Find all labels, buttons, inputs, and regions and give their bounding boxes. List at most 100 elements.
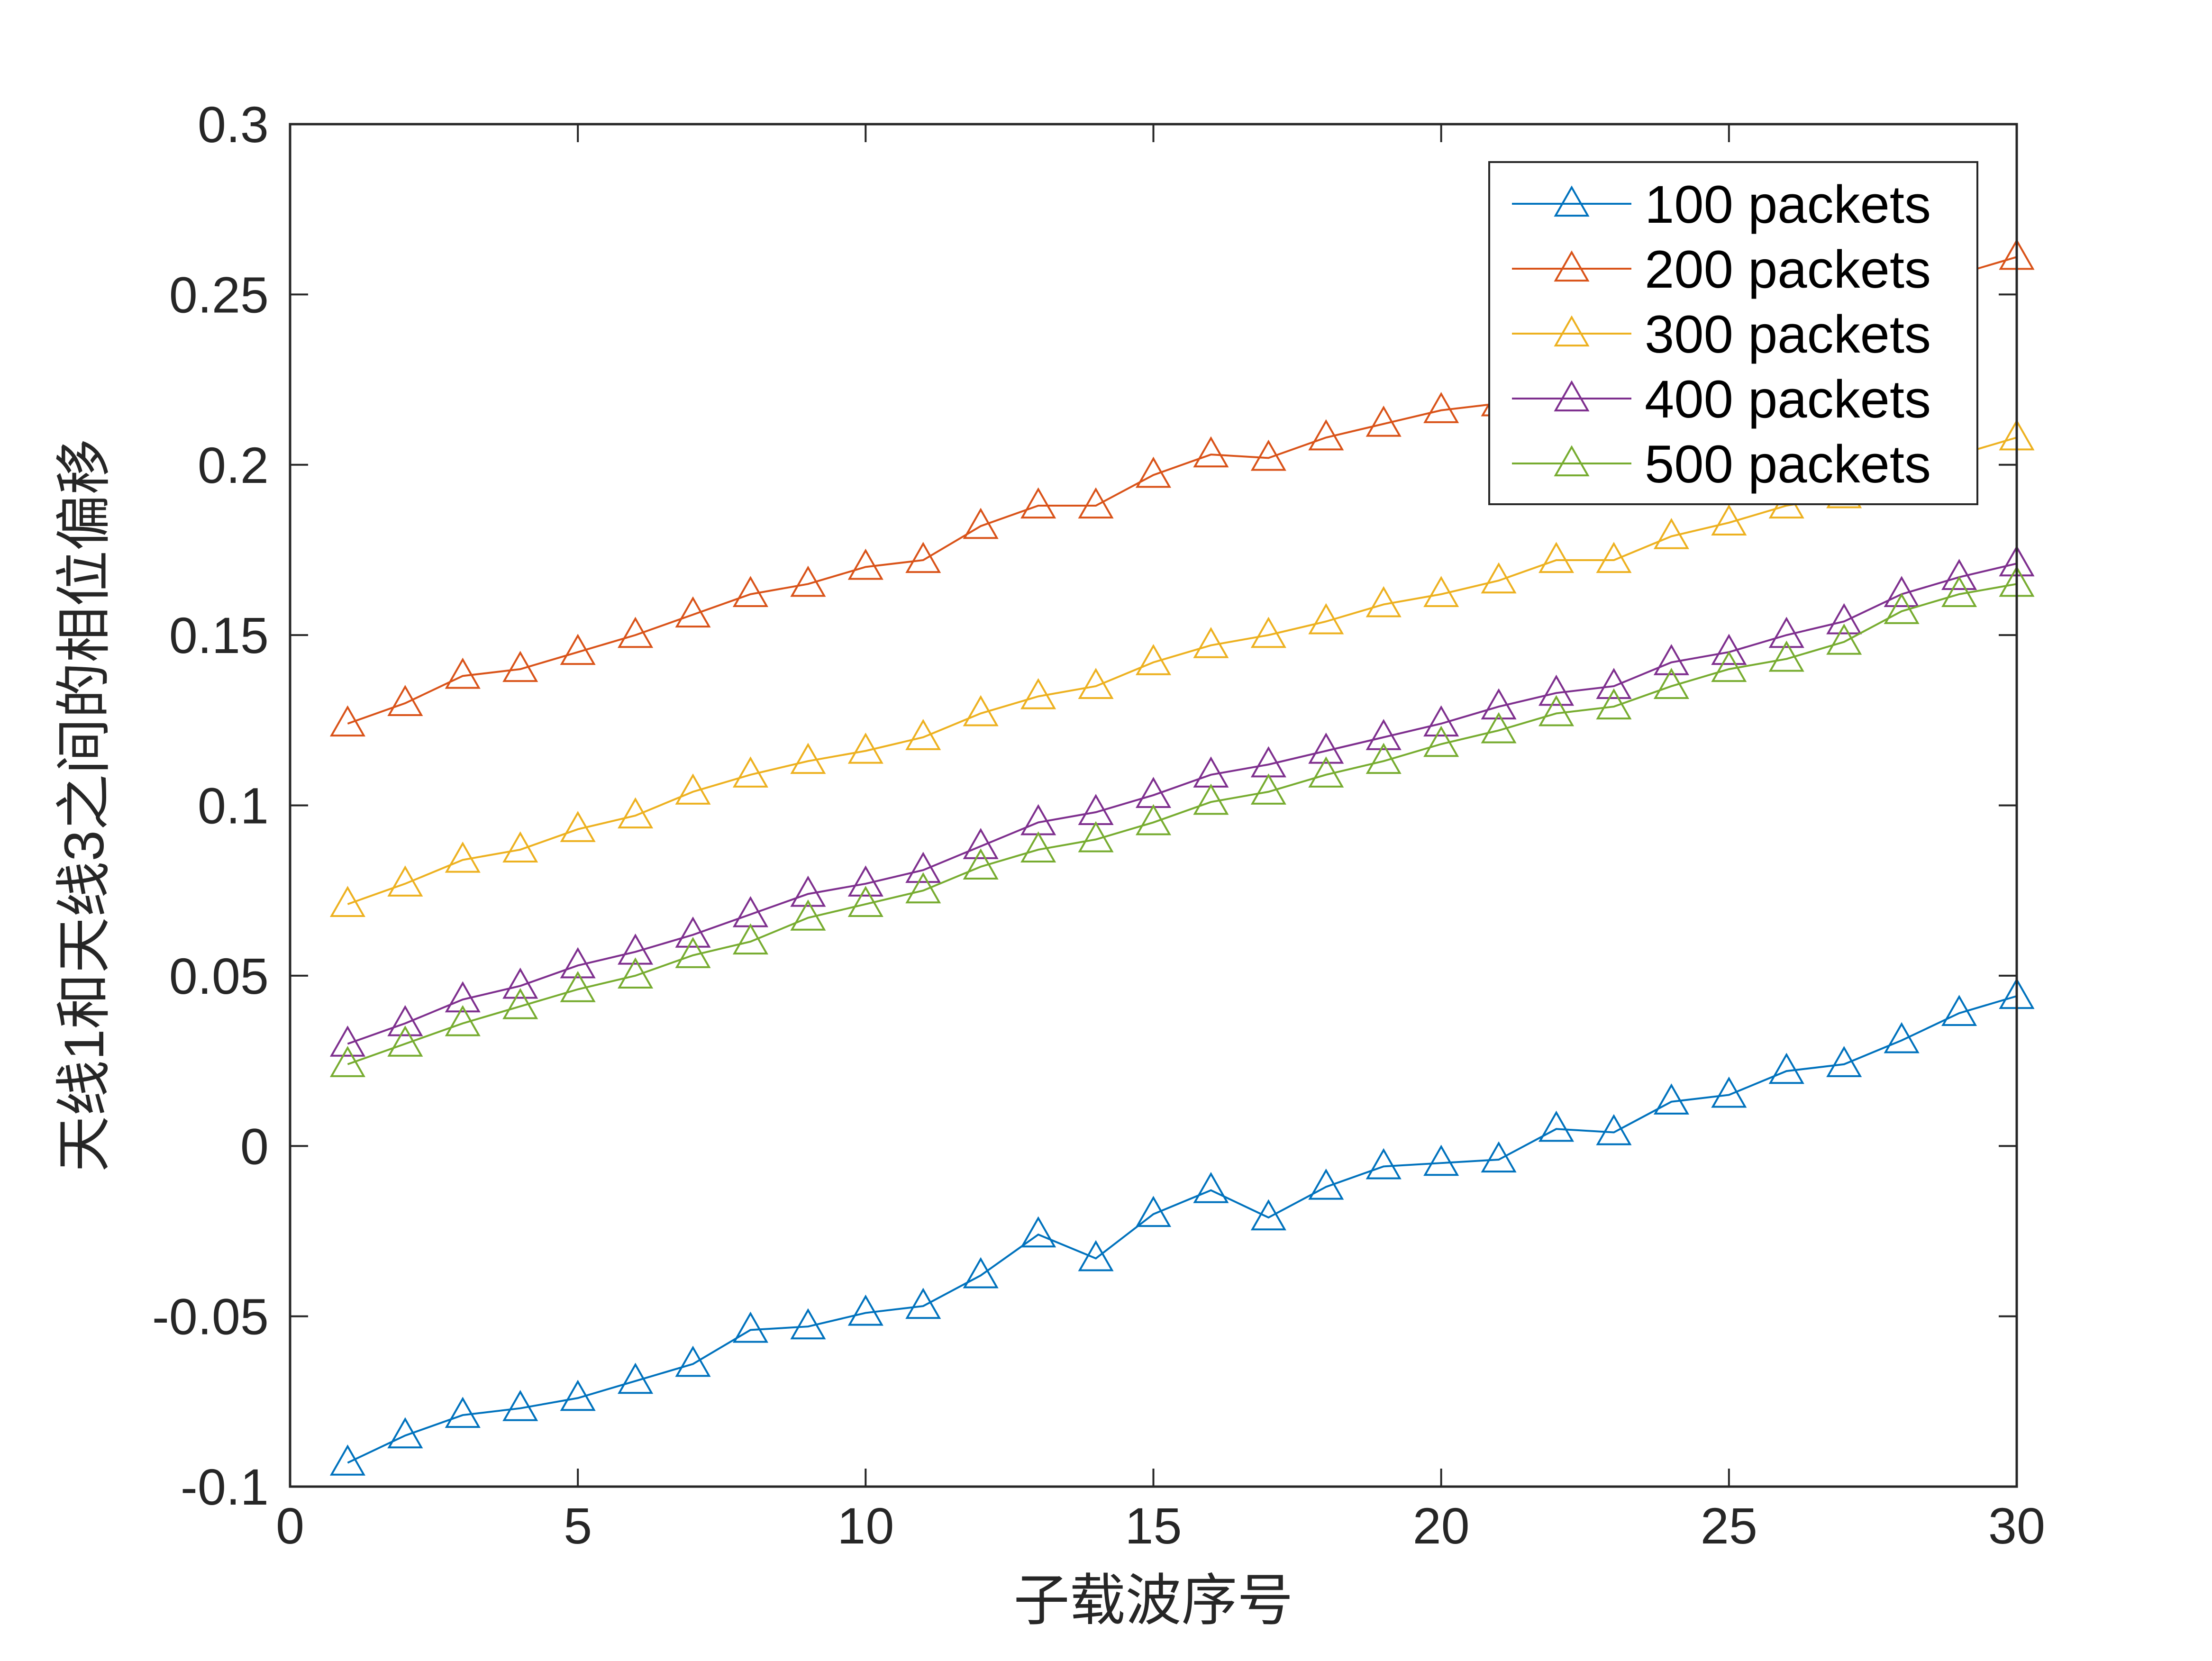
data-point-marker xyxy=(963,508,999,539)
data-point-marker xyxy=(675,773,711,805)
data-point-marker xyxy=(1365,586,1402,617)
data-point-marker xyxy=(1423,1144,1459,1176)
data-point-marker xyxy=(905,1288,941,1319)
data-point-marker xyxy=(732,923,769,955)
y-tick-label: -0.05 xyxy=(152,1288,269,1345)
data-point-marker xyxy=(1365,743,1402,774)
data-point-marker xyxy=(1711,504,1747,536)
data-point-marker xyxy=(1423,576,1459,607)
data-point-marker xyxy=(618,797,654,829)
data-point-marker xyxy=(445,1397,481,1428)
data-point-marker xyxy=(618,1362,654,1394)
y-tick-label: -0.1 xyxy=(181,1458,269,1516)
data-point-marker xyxy=(1941,995,1977,1026)
data-point-marker xyxy=(732,1311,769,1343)
data-point-marker xyxy=(1711,634,1747,665)
data-point-marker xyxy=(387,1417,423,1449)
data-point-marker xyxy=(502,1390,538,1421)
data-point-marker xyxy=(790,899,826,931)
data-point-marker xyxy=(1020,487,1056,519)
data-point-marker xyxy=(1308,603,1344,635)
data-point-marker xyxy=(1481,562,1517,594)
data-point-marker xyxy=(847,548,883,580)
legend-marker xyxy=(1554,250,1590,282)
data-point-marker xyxy=(1078,487,1114,519)
legend-marker xyxy=(1554,315,1590,347)
data-point-marker xyxy=(387,685,423,716)
y-axis-title: 天线1和天线3之间的相位偏移 xyxy=(53,439,116,1172)
x-tick-label: 0 xyxy=(276,1497,304,1554)
data-point-marker xyxy=(1884,1022,1920,1053)
legend-marker xyxy=(1554,185,1590,217)
data-point-marker xyxy=(1884,576,1920,607)
data-point-marker xyxy=(1308,1168,1344,1200)
data-point-marker xyxy=(1423,705,1459,737)
data-point-marker xyxy=(847,865,883,897)
legend-label: 200 packets xyxy=(1645,240,1931,299)
data-point-marker xyxy=(963,848,999,880)
data-point-marker xyxy=(732,576,769,607)
data-point-marker xyxy=(618,617,654,648)
data-point-marker xyxy=(1826,623,1862,655)
x-tick-label: 25 xyxy=(1701,1497,1757,1554)
x-tick-label: 5 xyxy=(564,1497,592,1554)
legend-item-2: 200 packets xyxy=(1512,240,1931,299)
series-5 xyxy=(329,565,2035,1077)
legend-marker xyxy=(1554,380,1590,412)
data-point-marker xyxy=(1423,392,1459,423)
data-point-marker xyxy=(790,875,826,907)
data-point-marker xyxy=(1250,773,1286,805)
data-point-marker xyxy=(329,1046,365,1077)
data-point-marker xyxy=(1538,674,1575,706)
data-point-marker xyxy=(560,1380,596,1411)
data-point-marker xyxy=(963,695,999,726)
data-point-marker xyxy=(1941,559,1977,590)
data-point-marker xyxy=(1538,695,1575,726)
legend-label: 300 packets xyxy=(1645,305,1931,364)
data-point-marker xyxy=(1596,542,1632,573)
data-point-marker xyxy=(790,565,826,597)
data-point-marker xyxy=(1193,436,1229,468)
data-point-marker xyxy=(675,937,711,968)
data-point-marker xyxy=(1078,1240,1114,1271)
data-point-marker xyxy=(1020,1216,1056,1248)
y-tick-label: 0.3 xyxy=(198,96,269,153)
data-point-marker xyxy=(905,719,941,750)
data-point-marker xyxy=(1193,783,1229,815)
legend-label: 400 packets xyxy=(1645,370,1931,429)
data-point-marker xyxy=(847,1294,883,1326)
data-point-marker xyxy=(1596,1114,1632,1145)
data-point-marker xyxy=(1711,1076,1747,1108)
data-point-marker xyxy=(329,705,365,737)
data-point-marker xyxy=(905,872,941,904)
data-point-marker xyxy=(963,828,999,859)
data-point-marker xyxy=(1653,668,1689,699)
series-line xyxy=(347,995,2017,1464)
data-point-marker xyxy=(1250,617,1286,648)
y-tick-label: 0.1 xyxy=(198,777,269,835)
data-point-marker xyxy=(618,957,654,989)
data-point-marker xyxy=(1308,732,1344,764)
data-point-marker xyxy=(445,841,481,873)
data-point-marker xyxy=(790,1308,826,1340)
data-point-marker xyxy=(502,967,538,999)
data-point-marker xyxy=(560,971,596,1002)
data-point-marker xyxy=(1365,719,1402,750)
data-point-marker xyxy=(329,1444,365,1476)
data-point-marker xyxy=(502,651,538,682)
data-point-marker xyxy=(675,596,711,628)
data-point-marker xyxy=(1250,1199,1286,1231)
legend-label: 500 packets xyxy=(1645,435,1931,494)
data-point-marker xyxy=(1481,1141,1517,1173)
data-point-marker xyxy=(445,981,481,1013)
legend-item-4: 400 packets xyxy=(1512,370,1931,429)
x-axis-title: 子载波序号 xyxy=(1013,1570,1293,1632)
legend-item-1: 100 packets xyxy=(1512,175,1931,234)
data-point-marker xyxy=(675,916,711,948)
data-point-marker xyxy=(675,1345,711,1377)
data-point-marker xyxy=(1884,593,1920,624)
data-point-marker xyxy=(905,852,941,883)
data-point-marker xyxy=(1768,1053,1804,1084)
data-point-marker xyxy=(1423,726,1459,757)
